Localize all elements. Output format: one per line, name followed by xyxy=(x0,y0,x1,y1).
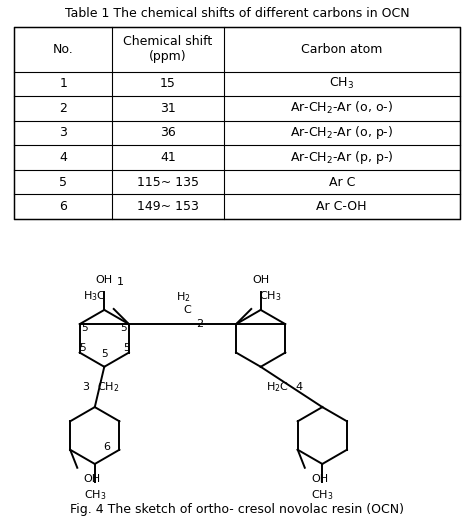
Text: 4: 4 xyxy=(295,382,302,392)
Text: CH$_3$: CH$_3$ xyxy=(83,488,106,502)
Text: 2: 2 xyxy=(59,102,67,115)
Text: Ar-CH$_2$-Ar (o, o-): Ar-CH$_2$-Ar (o, o-) xyxy=(290,101,393,117)
Text: Ar C: Ar C xyxy=(328,176,355,189)
Text: 31: 31 xyxy=(160,102,176,115)
Text: H$_2$: H$_2$ xyxy=(176,290,191,304)
Text: Table 1 The chemical shifts of different carbons in OCN: Table 1 The chemical shifts of different… xyxy=(64,7,410,20)
Text: CH$_3$: CH$_3$ xyxy=(311,488,334,502)
Text: OH: OH xyxy=(96,275,113,285)
Text: 5: 5 xyxy=(101,348,108,359)
Text: 41: 41 xyxy=(160,151,176,164)
Text: CH$_2$: CH$_2$ xyxy=(97,380,119,394)
Text: 149~ 153: 149~ 153 xyxy=(137,200,199,213)
Text: 5: 5 xyxy=(82,323,88,334)
Text: C: C xyxy=(183,305,191,314)
Text: 15: 15 xyxy=(160,77,176,90)
Text: 5: 5 xyxy=(59,176,67,189)
Text: OH: OH xyxy=(83,475,100,485)
Text: Ar-CH$_2$-Ar (o, p-): Ar-CH$_2$-Ar (o, p-) xyxy=(290,124,393,142)
Text: OH: OH xyxy=(311,475,328,485)
Text: 5: 5 xyxy=(79,343,86,353)
Text: 6: 6 xyxy=(103,443,110,452)
Text: 115~ 135: 115~ 135 xyxy=(137,176,199,189)
Text: H$_3$C: H$_3$C xyxy=(83,289,106,303)
Text: 6: 6 xyxy=(59,200,67,213)
Text: Carbon atom: Carbon atom xyxy=(301,43,383,56)
Text: No.: No. xyxy=(53,43,73,56)
Text: 2: 2 xyxy=(196,319,203,329)
Text: CH$_3$: CH$_3$ xyxy=(259,289,281,303)
Text: OH: OH xyxy=(252,275,269,285)
Text: 4: 4 xyxy=(59,151,67,164)
Bar xyxy=(14,27,460,219)
Text: 5: 5 xyxy=(120,323,127,334)
Text: Ar C-OH: Ar C-OH xyxy=(317,200,367,213)
Text: Chemical shift
(ppm): Chemical shift (ppm) xyxy=(123,35,212,63)
Text: 1: 1 xyxy=(117,277,124,287)
Text: 5: 5 xyxy=(123,343,129,353)
Text: 3: 3 xyxy=(82,382,89,392)
Text: 3: 3 xyxy=(59,127,67,139)
Text: H$_2$C: H$_2$C xyxy=(266,380,289,394)
Text: Ar-CH$_2$-Ar (p, p-): Ar-CH$_2$-Ar (p, p-) xyxy=(290,149,393,166)
Text: 36: 36 xyxy=(160,127,176,139)
Text: Fig. 4 The sketch of ortho- cresol novolac resin (OCN): Fig. 4 The sketch of ortho- cresol novol… xyxy=(70,503,404,516)
Text: CH$_3$: CH$_3$ xyxy=(329,76,354,92)
Text: 1: 1 xyxy=(59,77,67,90)
